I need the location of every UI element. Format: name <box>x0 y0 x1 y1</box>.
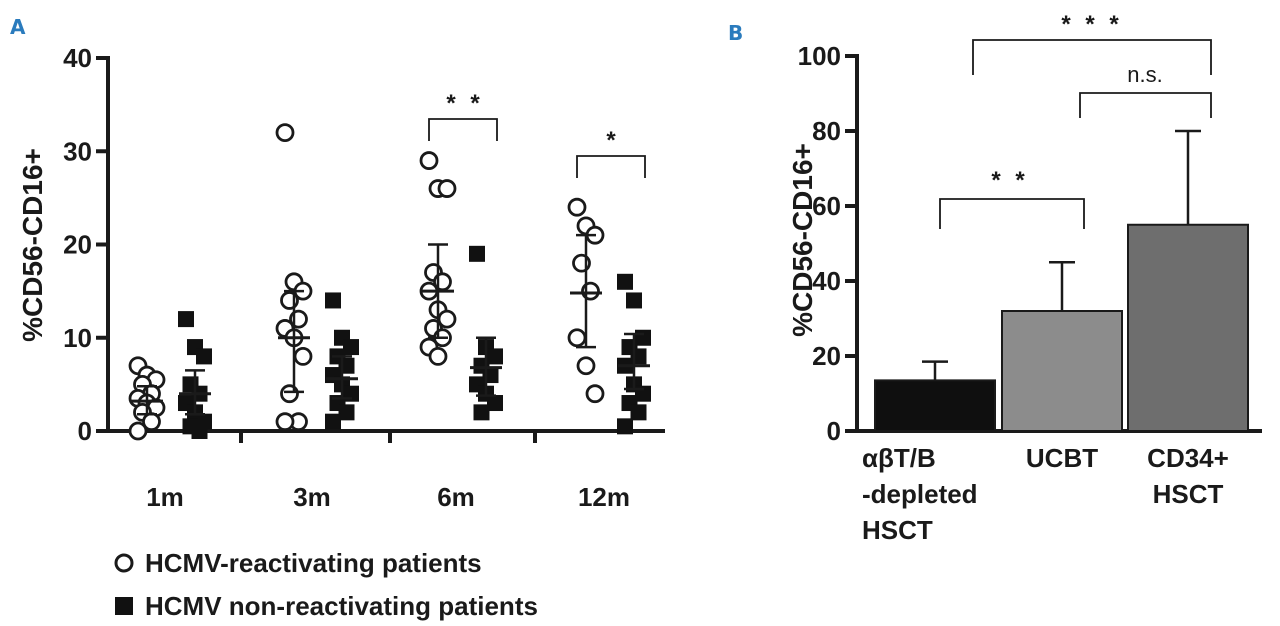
significance-label: * * * <box>1061 11 1122 38</box>
data-point-open-circle <box>585 384 605 404</box>
y-tick-label-b: 0 <box>827 416 841 446</box>
significance-bracket <box>1079 92 1212 118</box>
y-tick-label-a: 20 <box>63 230 92 260</box>
x-tick-label-b: CD34+ <box>1147 443 1229 473</box>
y-tick-label-b: 20 <box>812 341 841 371</box>
data-point-open-circle <box>275 123 295 143</box>
x-tick-label-b: αβT/B <box>862 443 936 473</box>
data-point-filled-square <box>196 348 212 365</box>
data-point-open-circle <box>128 421 148 441</box>
significance-bracket <box>576 155 646 178</box>
significance-label: * * <box>446 90 483 117</box>
x-tick-label-b: -depleted <box>862 479 978 509</box>
legend-open-circle-icon <box>114 553 134 573</box>
y-axis-title-a: %CD56-CD16+ <box>17 148 48 342</box>
data-point-filled-square <box>626 292 642 309</box>
data-point-filled-square <box>617 273 633 290</box>
data-point-filled-square <box>473 404 490 421</box>
x-tick-label-a: 6m <box>437 482 475 512</box>
data-point-filled-square <box>469 245 485 262</box>
data-point-open-circle <box>567 197 587 217</box>
data-point-open-circle <box>293 346 313 366</box>
y-tick-label-a: 40 <box>63 43 92 73</box>
significance-bracket <box>972 39 1212 75</box>
data-point-filled-square <box>630 404 647 421</box>
panel-a-label: A <box>10 15 26 39</box>
x-tick-label-b: UCBT <box>1026 443 1098 473</box>
x-tick-label-a: 3m <box>293 482 331 512</box>
y-tick-label-a: 0 <box>78 416 92 446</box>
data-point-filled-square <box>617 418 633 435</box>
y-tick-label-a: 30 <box>63 136 92 166</box>
data-point-open-circle <box>428 346 448 366</box>
bar <box>1001 310 1123 432</box>
x-tick-label-a: 12m <box>578 482 630 512</box>
data-point-open-circle <box>567 328 587 348</box>
data-point-open-circle <box>437 179 457 198</box>
y-axis-title-b: %CD56-CD16+ <box>787 143 818 337</box>
data-point-filled-square <box>325 292 341 309</box>
bar <box>1127 223 1249 432</box>
data-point-filled-square <box>191 423 208 439</box>
chart-a: %CD56-CD16+ 0 10 20 30 40 1m 3m 6m 12m * * * <box>17 43 665 512</box>
legend-reactivating-label: HCMV-reactivating patients <box>145 548 482 578</box>
data-point-open-circle <box>419 151 439 170</box>
data-point-filled-square <box>343 339 359 356</box>
y-tick-label-a: 10 <box>63 323 92 353</box>
legend: HCMV-reactivating patients HCMV non-reac… <box>114 548 538 621</box>
data-point-filled-square <box>178 311 194 328</box>
bar <box>874 379 996 432</box>
y-tick-label-b: 60 <box>812 191 841 221</box>
legend-filled-square-icon <box>115 597 133 615</box>
data-point-filled-square <box>325 413 341 430</box>
x-tick-label-a: 1m <box>146 482 184 512</box>
significance-bracket <box>939 198 1085 229</box>
panel-b-label: B <box>728 21 743 45</box>
significance-label: * <box>606 127 619 154</box>
y-tick-label-b: 40 <box>812 266 841 296</box>
data-point-open-circle <box>275 412 295 432</box>
y-tick-label-b: 80 <box>812 116 841 146</box>
y-tick-label-b: 100 <box>798 41 841 71</box>
x-tick-label-b: HSCT <box>862 515 933 545</box>
data-point-filled-square <box>487 348 503 365</box>
data-point-filled-square <box>338 404 355 421</box>
data-point-filled-square <box>487 395 503 412</box>
chart-b: %CD56-CD16+ 0 20 40 60 80 100 αβT/B -depleted HSC… <box>787 11 1262 545</box>
data-point-open-circle <box>576 356 596 376</box>
significance-label: * * <box>991 167 1028 194</box>
significance-bracket <box>428 118 498 141</box>
significance-label: n.s. <box>1127 62 1162 87</box>
legend-non-reactivating-label: HCMV non-reactivating patients <box>145 591 538 621</box>
x-tick-label-b: HSCT <box>1153 479 1224 509</box>
